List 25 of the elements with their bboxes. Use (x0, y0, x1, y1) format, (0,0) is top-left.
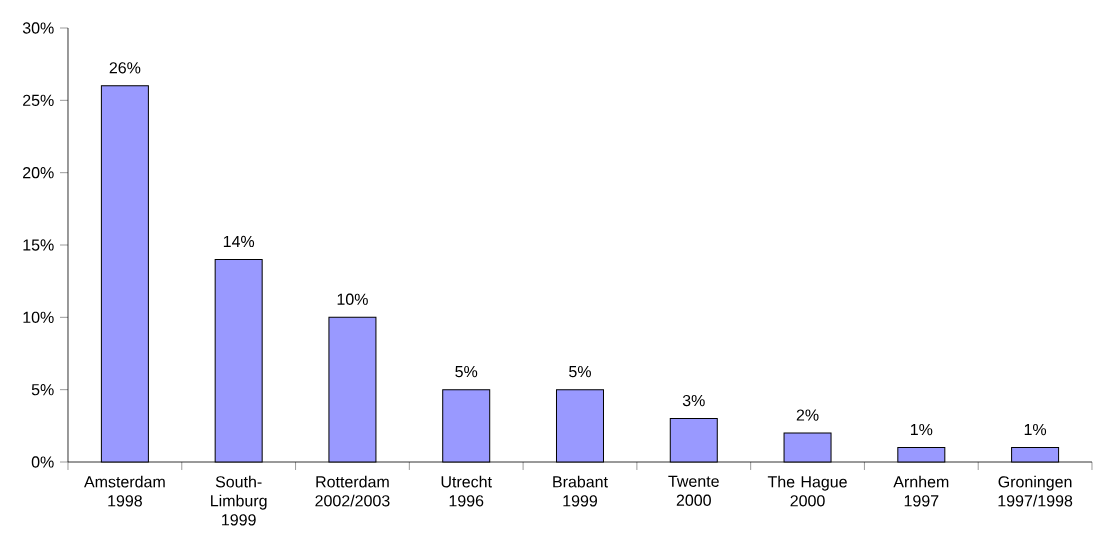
y-tick-label: 5% (31, 384, 54, 396)
x-tick-label: South-Limburg 1999 (211, 475, 267, 526)
data-label: 10% (337, 293, 368, 305)
y-tick-label: 10% (23, 311, 54, 323)
x-tick-label: Amsterdam 1998 (84, 475, 165, 507)
data-label: 2% (796, 409, 819, 421)
data-label: 3% (682, 394, 705, 407)
data-label: 1% (910, 423, 933, 436)
data-label: 5% (569, 366, 591, 378)
y-tick-label: 30% (22, 22, 54, 34)
data-label: 14% (223, 235, 255, 248)
x-tick-label: Twente 2000 (668, 475, 719, 506)
data-label: 5% (455, 366, 478, 378)
x-tick-label: Brabant 1999 (553, 475, 608, 507)
x-tick-label: Utrecht 1996 (441, 475, 492, 507)
data-label: 26% (109, 62, 141, 74)
y-tick-label: 0% (31, 456, 54, 468)
y-tick-label: 20% (23, 167, 54, 179)
x-tick-label: The Hague 2000 (767, 475, 847, 507)
x-tick-label: Rotterdam 2002/2003 (315, 475, 390, 507)
x-tick-label: Groningen 1997/1998 (998, 475, 1073, 507)
x-tick-label: Arnhem 1997 (893, 475, 949, 507)
data-label: 1% (1024, 423, 1047, 436)
y-tick-label: 15% (23, 239, 54, 251)
y-tick-label: 25% (23, 94, 54, 106)
